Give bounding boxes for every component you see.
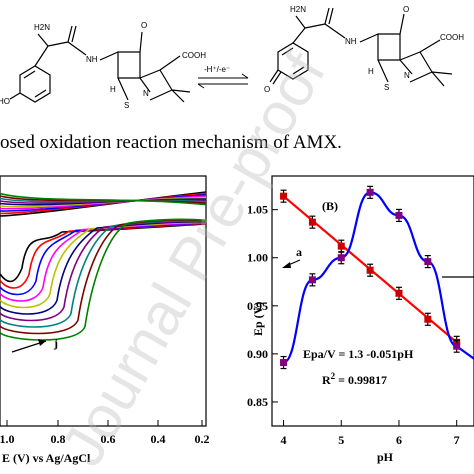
scheme-caption: osed oxidation reaction mechanism of AMX… (0, 132, 342, 153)
panel-b-y-tick: 0.85 (247, 395, 268, 409)
panel-a-x-label: E (V) vs Ag/AgCl (2, 451, 91, 465)
data-point (308, 276, 316, 284)
panel-b-y-tick: 1.05 (247, 203, 268, 217)
panel-a-annotation-j: j (53, 336, 58, 350)
product-label-h2n: H2N (290, 5, 306, 14)
panel-b-r2: R2 = 0.99817 (322, 371, 387, 387)
r2-value: = 0.99817 (335, 373, 387, 387)
product-structure (269, 7, 453, 87)
panel-b-arrow-head (282, 262, 291, 268)
panel-b-x-ticks: 4 5 6 7 (281, 420, 460, 447)
label-o: O (141, 21, 147, 30)
data-point (308, 218, 316, 226)
arrow-label: -H⁺/-e⁻ (204, 65, 230, 74)
product-label-s: S (384, 83, 389, 92)
panel-a-curves (0, 191, 207, 341)
data-point (337, 254, 345, 262)
data-point (424, 315, 432, 323)
panel-b-y-label: Ep (V) (251, 302, 265, 336)
cv-curve-upper (0, 195, 207, 204)
data-point (280, 359, 288, 367)
cv-curve-upper (0, 192, 207, 206)
label-nh: NH (86, 55, 98, 64)
panel-a-x-tick: 0.2 (195, 432, 210, 446)
panel-b-frame (271, 175, 474, 427)
panel-b-y-tick: 0.90 (247, 347, 268, 361)
label-h2n: H2N (34, 23, 50, 32)
panel-a-x-ticks: 1.0 0.8 0.6 0.4 0.2 (0, 420, 210, 446)
product-label-o: O (403, 5, 409, 14)
label-cooh: COOH (182, 51, 206, 60)
label-ho: HO (0, 97, 10, 106)
r2-sup: 2 (331, 371, 336, 381)
data-point (366, 266, 374, 274)
panel-a-arrow-head (38, 339, 46, 346)
panel-b-label: (B) (322, 199, 338, 213)
panel-a-frame (0, 175, 207, 427)
data-point (337, 242, 345, 250)
r2-label: R (322, 373, 331, 387)
data-point (366, 188, 374, 196)
panel-b-x-label: pH (377, 450, 394, 464)
label-h: H (110, 85, 116, 94)
reactant-structure (9, 25, 191, 103)
data-point (280, 192, 288, 200)
panel-b-x-tick: 4 (281, 433, 287, 447)
product-label-o-left: O (264, 85, 270, 94)
data-point (424, 258, 432, 266)
reaction-scheme: H2N NH O COOH N S H HO -H⁺/-e⁻ H2N (0, 5, 464, 110)
panel-b-equation: Epa/V = 1.3 -0.051pH (303, 347, 414, 361)
product-labels: H2N NH O COOH N S H O (264, 5, 464, 94)
reaction-arrows (197, 73, 249, 89)
panel-b-x-tick: 5 (338, 433, 344, 447)
panel-b-annotation-a: a (296, 245, 302, 259)
panel-b-x-tick: 6 (396, 433, 402, 447)
watermark-text: Journal Pre-proof (48, 41, 338, 474)
panel-a-x-tick: 1.0 (0, 432, 15, 446)
panel-b-x-tick: 7 (454, 433, 460, 447)
product-label-cooh: COOH (440, 33, 464, 42)
data-point (395, 211, 403, 219)
panel-b-series (280, 185, 474, 370)
product-label-n: N (404, 71, 410, 80)
reactant-labels: H2N NH O COOH N S H HO (0, 21, 206, 110)
product-label-h: H (368, 67, 374, 76)
panel-b-y-tick: 0.95 (247, 299, 268, 313)
panel-b-y-ticks: 0.85 0.90 0.95 1.00 1.05 (247, 203, 278, 409)
panel-a-x-tick: 0.6 (101, 432, 116, 446)
label-n: N (143, 89, 149, 98)
panel-a-x-tick: 0.4 (151, 432, 166, 446)
label-s: S (124, 101, 129, 110)
data-point (453, 342, 461, 350)
panel-b-y-tick: 1.00 (247, 251, 268, 265)
data-point (395, 289, 403, 297)
panel-a-x-tick: 0.8 (51, 432, 66, 446)
product-label-nh: NH (345, 37, 357, 46)
